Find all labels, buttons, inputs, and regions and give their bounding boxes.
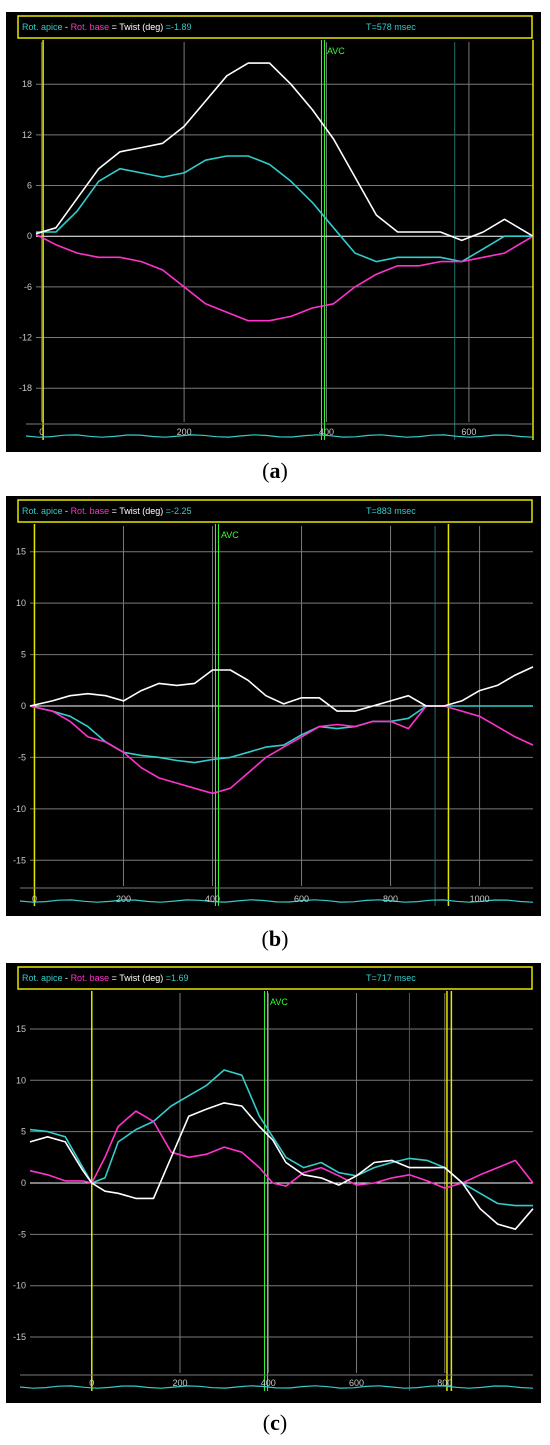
- twist-value: =-1.89: [166, 22, 192, 32]
- x-tick-label: 1000: [470, 894, 490, 904]
- equals-sign: =: [112, 973, 117, 983]
- plot-area: 18 12 6 0 -6 -12 -18 AVC 0 200 400 600: [19, 40, 534, 440]
- x-tick-label: 600: [461, 427, 476, 437]
- minus-sign: -: [65, 22, 68, 32]
- twist-label: Twist (deg): [119, 22, 163, 32]
- y-tick-label: -15: [13, 1332, 26, 1342]
- apex-label: Rot. apice: [22, 506, 63, 516]
- x-tick-label: 400: [319, 427, 334, 437]
- series-twist: [29, 1102, 534, 1231]
- y-tick-label: 10: [16, 1075, 26, 1085]
- series-base: [35, 233, 534, 322]
- twist-label: Twist (deg): [119, 973, 163, 983]
- plot-area: 15 10 5 0 -5 -10 -15 AVC 0 200 400 600 800: [13, 991, 534, 1391]
- caption-a: (a): [262, 458, 288, 483]
- svg-text:Rot. apice - Rot.: Rot. apice - Rot. base = Twist (deg) =-1…: [22, 22, 192, 32]
- x-tick-label: 400: [261, 1378, 276, 1388]
- y-tick-label: -12: [19, 333, 32, 343]
- avc-label: AVC: [270, 997, 288, 1007]
- y-tick-label: -6: [24, 282, 32, 292]
- twist-label: Twist (deg): [119, 506, 163, 516]
- caption-b: (b): [261, 926, 289, 951]
- series-apex: [29, 705, 533, 764]
- time-readout: T=883 msec: [366, 506, 416, 516]
- chart-c: Rot. apice - Rot. base = Twist (deg) =1.…: [13, 966, 534, 1391]
- time-readout: T=578 msec: [366, 22, 416, 32]
- y-tick-label: -10: [13, 804, 26, 814]
- strip-trace: [25, 434, 534, 438]
- series-apex: [36, 155, 533, 263]
- series-base: [29, 705, 534, 795]
- plot-area: 15 10 5 0 -5 -10 -15 AVC 0 200 400 600 800 1000: [13, 524, 534, 906]
- series-twist: [35, 62, 534, 242]
- x-tick-label: 200: [173, 1378, 188, 1388]
- avc-label: AVC: [327, 46, 345, 56]
- twist-value: =-2.25: [166, 506, 192, 516]
- header-box: [17, 15, 533, 39]
- y-tick-label: 5: [21, 650, 26, 660]
- x-tick-label: 200: [116, 894, 131, 904]
- series-twist: [29, 666, 534, 712]
- y-tick-label: 6: [27, 181, 32, 191]
- header-box: [17, 499, 533, 523]
- strip-trace: [19, 1385, 534, 1389]
- chart-panel-a: Rot. apice - Rot. base = Twist (deg) =-1…: [6, 12, 541, 452]
- y-tick-label: -10: [13, 1281, 26, 1291]
- series-base: [29, 1110, 534, 1189]
- x-tick-label: 600: [349, 1378, 364, 1388]
- y-tick-label: -18: [19, 383, 32, 393]
- y-tick-label: 15: [16, 547, 26, 557]
- y-tick-label: 0: [27, 231, 32, 241]
- y-tick-label: 5: [21, 1127, 26, 1137]
- chart-panel-b: Rot. apice - Rot. base = Twist (deg) =-2…: [6, 496, 541, 916]
- header-box: [17, 966, 533, 990]
- y-tick-label: 18: [22, 79, 32, 89]
- chart-panel-c: Rot. apice - Rot. base = Twist (deg) =1.…: [6, 963, 541, 1403]
- minus-sign: -: [65, 506, 68, 516]
- x-tick-label: 0: [32, 894, 37, 904]
- twist-value: =1.69: [166, 973, 189, 983]
- chart-b: Rot. apice - Rot. base = Twist (deg) =-2…: [13, 499, 534, 906]
- y-tick-label: 12: [22, 130, 32, 140]
- x-tick-label: 0: [39, 427, 44, 437]
- x-tick-label: 800: [437, 1378, 452, 1388]
- y-tick-label: -5: [18, 752, 26, 762]
- apex-label: Rot. apice: [22, 973, 63, 983]
- svg-text:Rot. apice - Rot.: Rot. apice - Rot. base = Twist (deg) =-2…: [22, 506, 192, 516]
- x-tick-label: 400: [205, 894, 220, 904]
- equals-sign: =: [112, 22, 117, 32]
- y-tick-label: -5: [18, 1229, 26, 1239]
- x-tick-label: 800: [383, 894, 398, 904]
- base-label: Rot. base: [71, 973, 110, 983]
- time-readout: T=717 msec: [366, 973, 416, 983]
- base-label: Rot. base: [71, 506, 110, 516]
- y-tick-label: -15: [13, 855, 26, 865]
- y-tick-label: 15: [16, 1024, 26, 1034]
- minus-sign: -: [65, 973, 68, 983]
- avc-label: AVC: [221, 530, 239, 540]
- caption-c: (c): [262, 1410, 288, 1435]
- chart-a: Rot. apice - Rot. base = Twist (deg) =-1…: [17, 15, 534, 440]
- svg-text:Rot. apice - Rot.: Rot. apice - Rot. base = Twist (deg) =1.…: [22, 973, 189, 983]
- strip-trace: [19, 899, 534, 903]
- base-label: Rot. base: [71, 22, 110, 32]
- x-tick-label: 600: [294, 894, 309, 904]
- x-tick-label: 0: [89, 1378, 94, 1388]
- apex-label: Rot. apice: [22, 22, 63, 32]
- x-tick-label: 200: [177, 427, 192, 437]
- y-tick-label: 0: [21, 701, 26, 711]
- y-tick-label: 0: [21, 1178, 26, 1188]
- y-tick-label: 10: [16, 598, 26, 608]
- equals-sign: =: [112, 506, 117, 516]
